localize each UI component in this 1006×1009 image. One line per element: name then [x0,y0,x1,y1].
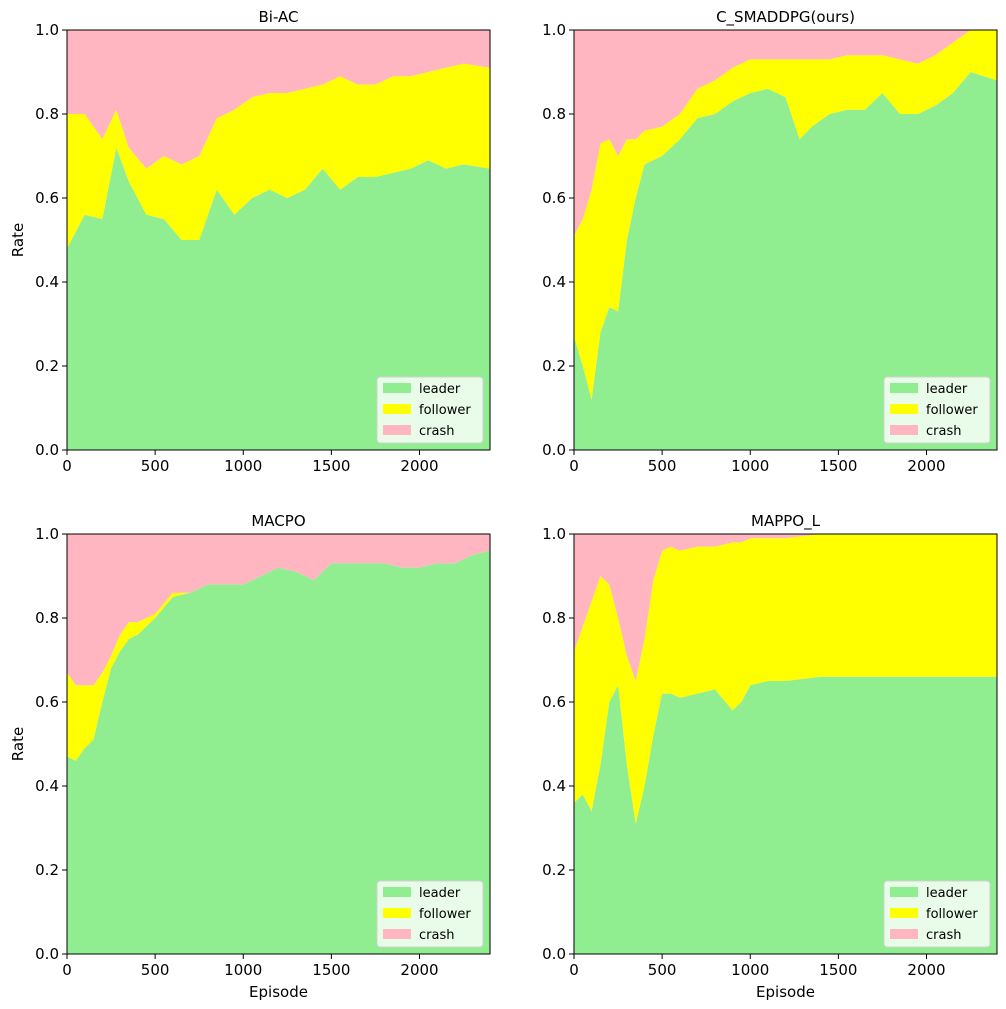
y-tick-label: 0.2 [35,357,59,375]
y-tick-label: 1.0 [35,525,59,543]
y-tick-label: 0.2 [542,861,566,879]
x-tick-label: 1500 [312,457,350,475]
legend-label-leader: leader [926,886,968,901]
legend: leader follower crash [376,880,484,948]
axes-frame [66,29,491,451]
x-tick-label: 500 [141,961,170,979]
y-tick-label: 0.8 [35,105,59,123]
legend-label-follower: follower [926,403,978,418]
x-tick-label: 1000 [731,961,769,979]
legend-label-follower: follower [926,907,978,922]
subplot-title: MAPPO_L [751,512,821,531]
x-tick-label: 2000 [400,961,438,979]
y-tick-label: 0.4 [35,777,59,795]
legend-label-follower: follower [419,403,471,418]
y-tick-label: 0.6 [542,189,566,207]
x-tick-label: 500 [648,961,677,979]
y-tick-label: 0.0 [35,441,59,459]
y-tick-label: 0.8 [542,105,566,123]
y-tick-label: 0.4 [542,273,566,291]
legend-swatch-leader [383,383,411,393]
y-tick-label: 0.6 [35,189,59,207]
subplot-2: C_SMADDPG(ours) 0.0 0.2 0.4 0.6 0.8 1.0 0 500 100… [542,8,998,475]
legend-label-crash: crash [419,928,454,943]
y-tick-label: 0.8 [542,609,566,627]
x-axis-label: Episode [249,983,308,1001]
area-crash [574,30,997,236]
x-tick-label: 2000 [907,961,945,979]
subplot-title: Bi-AC [258,8,298,26]
y-axis-label: Rate [9,727,27,761]
y-tick-label: 0.4 [542,777,566,795]
area-follower [574,534,997,824]
legend-label-crash: crash [419,424,454,439]
area-crash [67,30,490,169]
y-tick-label: 0.0 [35,945,59,963]
x-tick-label: 0 [62,961,72,979]
y-tick-label: 1.0 [542,525,566,543]
y-tick-label: 0.0 [542,441,566,459]
y-tick-label: 0.6 [35,693,59,711]
subplot-title: C_SMADDPG(ours) [716,8,855,27]
legend-swatch-leader [383,887,411,897]
legend-swatch-follower [890,908,918,918]
legend-swatch-crash [890,425,918,435]
area-follower [574,30,997,400]
x-tick-label: 0 [62,457,72,475]
axes-frame [573,29,998,451]
x-tick-label: 0 [569,457,579,475]
legend-label-follower: follower [419,907,471,922]
x-tick-label: 1000 [224,961,262,979]
x-tick-label: 0 [569,961,579,979]
y-tick-label: 1.0 [35,21,59,39]
x-tick-label: 1500 [819,457,857,475]
legend: leader follower crash [883,376,991,444]
x-tick-label: 2000 [907,457,945,475]
y-tick-label: 0.4 [35,273,59,291]
legend-swatch-crash [890,929,918,939]
legend-swatch-leader [890,383,918,393]
y-tick-label: 0.0 [542,945,566,963]
area-leader [67,147,490,450]
y-tick-label: 0.2 [542,357,566,375]
y-axis-label: Rate [9,223,27,257]
area-leader [67,550,490,954]
x-tick-label: 1000 [731,457,769,475]
legend-swatch-crash [383,425,411,435]
subplot-title: MACPO [251,512,305,530]
x-tick-label: 1000 [224,457,262,475]
y-tick-label: 0.6 [542,693,566,711]
area-crash [67,534,490,686]
y-tick-label: 0.2 [35,861,59,879]
legend-swatch-crash [383,929,411,939]
subplot-3: MACPO 0.0 0.2 0.4 0.6 0.8 1.0 0 500 1000 1500 2000 R… [9,512,491,1001]
legend-swatch-follower [383,908,411,918]
area-follower [67,63,490,249]
legend-label-crash: crash [926,928,961,943]
legend: leader follower crash [883,880,991,948]
legend-label-leader: leader [926,382,968,397]
area-crash [574,534,997,681]
axes-frame [66,533,491,955]
legend-label-leader: leader [419,886,461,901]
legend-label-crash: crash [926,424,961,439]
x-tick-label: 500 [648,457,677,475]
x-axis-label: Episode [756,983,815,1001]
legend-swatch-follower [383,404,411,414]
subplot-1: Bi-AC 0.0 0.2 0.4 0.6 0.8 1.0 0 500 1000 1500 2000 R… [9,8,491,475]
x-tick-label: 1500 [312,961,350,979]
x-tick-label: 2000 [400,457,438,475]
y-tick-label: 0.8 [35,609,59,627]
area-leader [574,72,997,450]
x-tick-label: 500 [141,457,170,475]
legend-swatch-leader [890,887,918,897]
subplot-4: MAPPO_L 0.0 0.2 0.4 0.6 0.8 1.0 0 500 1000 1500 200… [542,512,998,1001]
y-tick-label: 1.0 [542,21,566,39]
x-tick-label: 1500 [819,961,857,979]
legend-label-leader: leader [419,382,461,397]
axes-frame [573,533,998,955]
legend: leader follower crash [376,376,484,444]
legend-swatch-follower [890,404,918,414]
